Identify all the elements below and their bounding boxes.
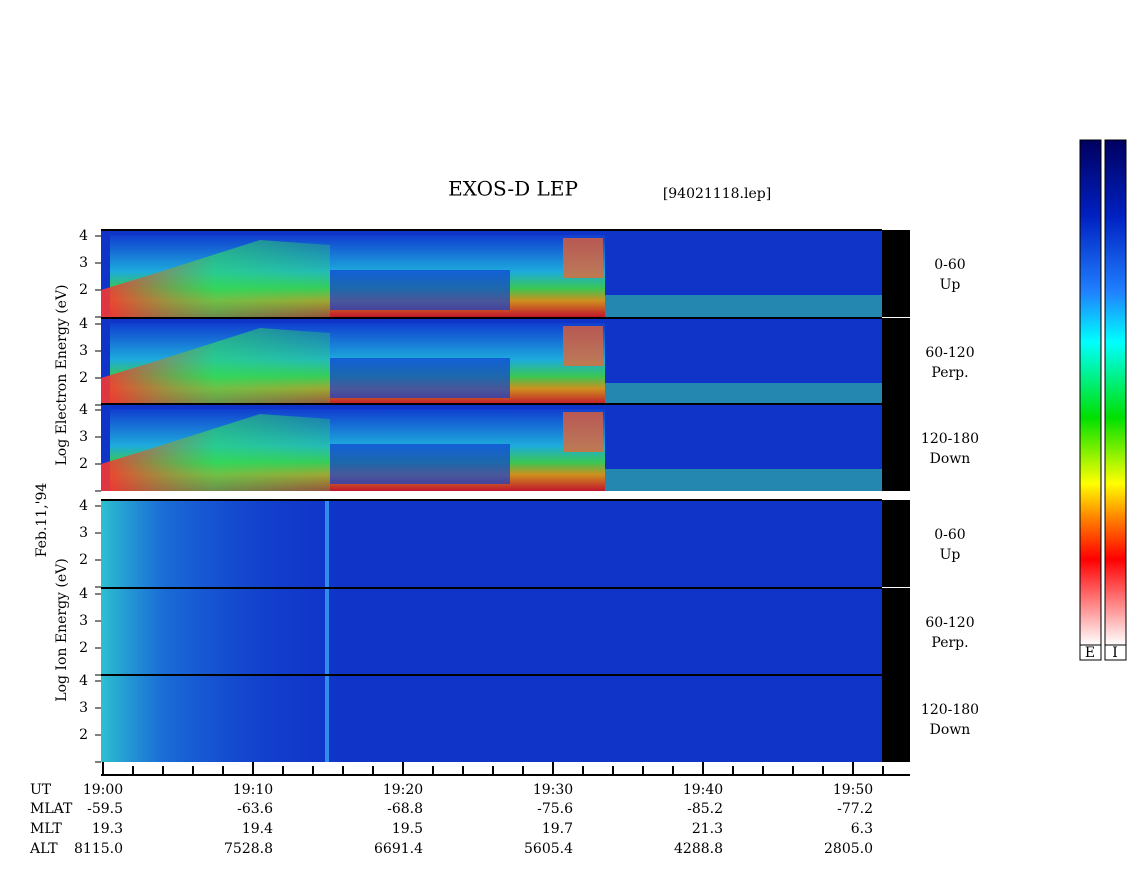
spectrogram xyxy=(101,229,910,762)
ion-axis-label: Log Ion Energy (eV) xyxy=(54,558,70,701)
panel-direction: Perp. xyxy=(931,365,968,381)
energy-tick-label: 4 xyxy=(79,498,88,514)
panel-range: 60-120 xyxy=(925,615,974,631)
energy-tick-label: 3 xyxy=(79,429,88,445)
data-gap xyxy=(882,318,910,405)
panel-direction: Up xyxy=(940,547,961,563)
panel-direction: Perp. xyxy=(931,635,968,651)
row-value: -85.2 xyxy=(687,801,723,817)
energy-tick-label: 2 xyxy=(79,552,88,568)
spectrogram-region xyxy=(330,270,510,310)
energy-tick-label: 4 xyxy=(79,673,88,689)
row-value: 19:30 xyxy=(533,782,573,798)
spectrogram-region xyxy=(330,444,510,484)
row-value: 19:10 xyxy=(233,782,273,798)
row-value: 6.3 xyxy=(851,821,873,837)
row-name: UT xyxy=(30,782,52,798)
spectrogram-region xyxy=(101,414,330,491)
row-value: 21.3 xyxy=(692,821,723,837)
data-gap xyxy=(882,230,910,317)
panel-range: 120-180 xyxy=(921,702,979,718)
spectrogram-region xyxy=(605,383,882,405)
spectrogram-region xyxy=(330,358,510,398)
spectrogram-region xyxy=(101,500,361,587)
date-label: Feb.11,'94 xyxy=(34,483,50,558)
spectrogram-region xyxy=(325,500,329,587)
row-value: 19.3 xyxy=(92,821,123,837)
energy-tick-label: 2 xyxy=(79,282,88,298)
energy-tick-label: 2 xyxy=(79,727,88,743)
row-value: 2805.0 xyxy=(824,841,873,857)
spectrogram-region xyxy=(101,240,330,317)
row-name: MLT xyxy=(30,821,62,837)
energy-tick-label: 4 xyxy=(79,228,88,244)
row-value: 7528.8 xyxy=(224,841,273,857)
data-gap xyxy=(882,588,910,675)
row-value: 19:20 xyxy=(383,782,423,798)
row-value: -68.8 xyxy=(387,801,423,817)
row-value: 19.4 xyxy=(242,821,273,837)
colorbar-label: E xyxy=(1085,645,1095,661)
spectrogram-region xyxy=(101,675,361,762)
data-gap xyxy=(882,500,910,587)
colorbar xyxy=(1079,139,1102,646)
row-value: -75.6 xyxy=(537,801,573,817)
row-value: -59.5 xyxy=(87,801,123,817)
row-value: 19.7 xyxy=(542,821,573,837)
row-value: 19:00 xyxy=(83,782,123,798)
colorbar-label-box xyxy=(1104,644,1127,661)
row-value: 6691.4 xyxy=(374,841,423,857)
row-value: 8115.0 xyxy=(74,841,123,857)
energy-tick-label: 2 xyxy=(79,456,88,472)
panel-range: 120-180 xyxy=(921,431,979,447)
electron-axis-label: Log Electron Energy (eV) xyxy=(54,284,70,465)
energy-tick-label: 3 xyxy=(79,525,88,541)
data-gap xyxy=(882,675,910,762)
energy-tick-label: 2 xyxy=(79,370,88,386)
panel-range: 0-60 xyxy=(934,527,965,543)
spectrogram-region xyxy=(563,326,603,366)
energy-tick-label: 4 xyxy=(79,586,88,602)
spectrogram-region xyxy=(325,588,329,675)
row-value: 4288.8 xyxy=(674,841,723,857)
spectrogram-region xyxy=(563,412,603,452)
row-value: 19.5 xyxy=(392,821,423,837)
energy-tick-label: 4 xyxy=(79,402,88,418)
panel-range: 60-120 xyxy=(925,345,974,361)
row-value: 19:50 xyxy=(833,782,873,798)
colorbar xyxy=(1104,139,1127,646)
energy-tick-label: 3 xyxy=(79,700,88,716)
spectrogram-region xyxy=(605,295,882,317)
energy-tick-label: 3 xyxy=(79,255,88,271)
energy-tick-label: 3 xyxy=(79,613,88,629)
file-label: [94021118.lep] xyxy=(663,186,771,202)
colorbar-label: I xyxy=(1112,645,1118,661)
panel-direction: Up xyxy=(940,277,961,293)
spectrogram-region xyxy=(101,328,330,405)
row-value: 19:40 xyxy=(683,782,723,798)
spectrogram-region xyxy=(563,238,603,278)
row-value: -63.6 xyxy=(237,801,273,817)
title: EXOS-D LEP xyxy=(448,177,578,201)
energy-tick-label: 3 xyxy=(79,343,88,359)
spectrogram-region xyxy=(325,675,329,762)
panel-range: 0-60 xyxy=(934,257,965,273)
panel-direction: Down xyxy=(930,451,971,467)
panel-direction: Down xyxy=(930,722,971,738)
row-value: 5605.4 xyxy=(524,841,573,857)
colorbar-label-box xyxy=(1079,644,1102,661)
spectrogram-region xyxy=(101,588,361,675)
data-gap xyxy=(882,404,910,491)
row-value: -77.2 xyxy=(837,801,873,817)
energy-tick-label: 4 xyxy=(79,316,88,332)
row-name: ALT xyxy=(29,841,58,857)
spectrogram-region xyxy=(605,469,882,491)
row-name: MLAT xyxy=(30,801,73,817)
energy-tick-label: 2 xyxy=(79,640,88,656)
